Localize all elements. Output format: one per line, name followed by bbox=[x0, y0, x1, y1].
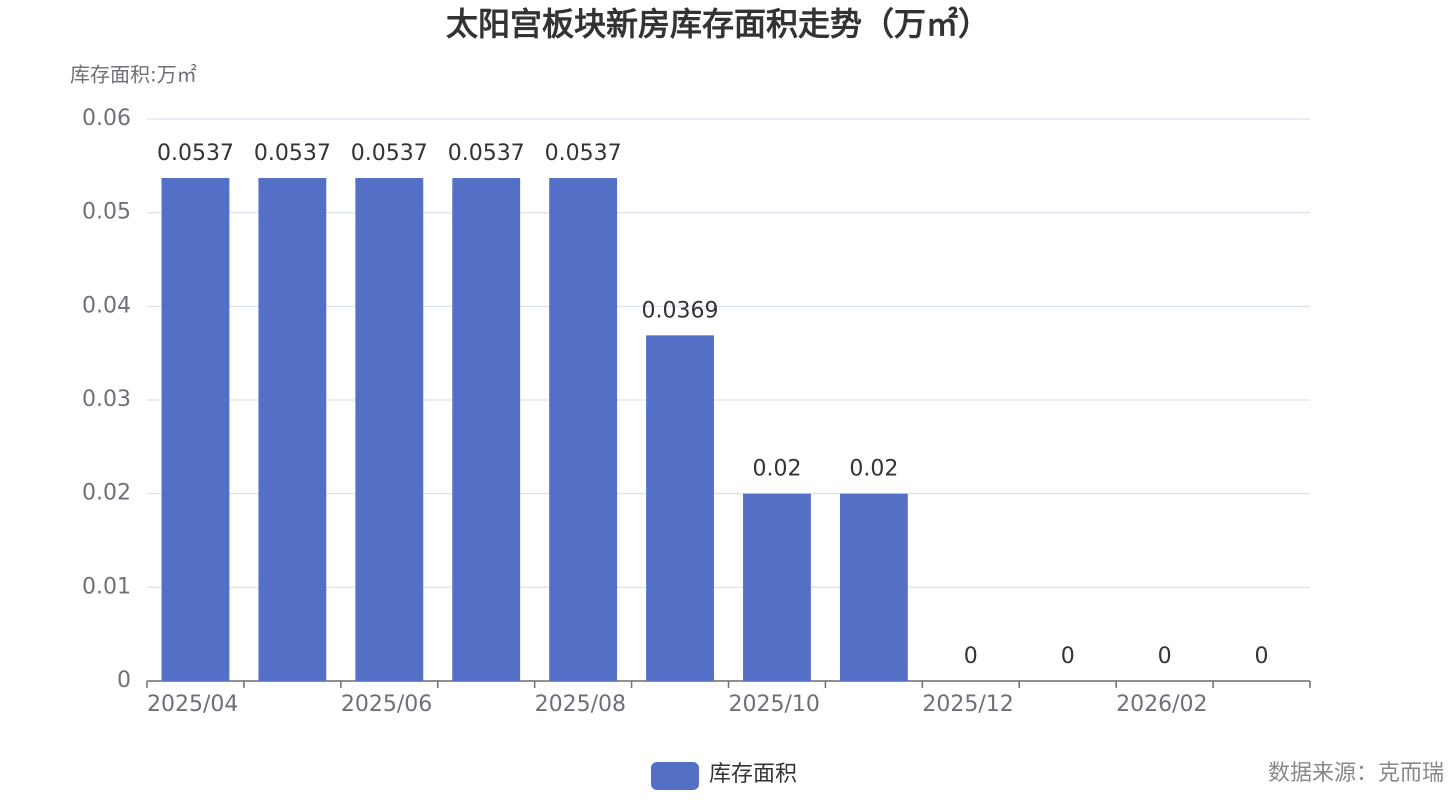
y-tick-label: 0.06 bbox=[82, 106, 131, 131]
bar bbox=[355, 178, 424, 681]
value-label: 0.0537 bbox=[351, 141, 428, 166]
bar bbox=[743, 493, 811, 681]
value-label: 0.0537 bbox=[545, 141, 622, 166]
y-tick-label: 0.03 bbox=[82, 387, 131, 412]
x-tick-label: 2025/10 bbox=[729, 692, 820, 717]
x-tick-label: 2025/06 bbox=[341, 692, 432, 717]
value-label: 0 bbox=[1158, 644, 1172, 669]
y-tick-label: 0.04 bbox=[82, 293, 131, 318]
bar bbox=[839, 493, 908, 681]
y-tick-label: 0.02 bbox=[82, 481, 131, 506]
bar bbox=[258, 178, 327, 681]
value-label: 0.0537 bbox=[157, 141, 234, 166]
value-label: 0.0537 bbox=[448, 141, 525, 166]
value-label: 0 bbox=[1061, 644, 1075, 669]
value-label: 0 bbox=[964, 644, 978, 669]
source: 数据来源：克而瑞 bbox=[1268, 761, 1444, 786]
x-tick-label: 2025/08 bbox=[535, 692, 626, 717]
bar bbox=[161, 178, 230, 681]
y-tick-label: 0.01 bbox=[82, 574, 131, 599]
x-tick-label: 2026/02 bbox=[1116, 692, 1207, 717]
value-label: 0 bbox=[1255, 644, 1269, 669]
y-axis-label: 库存面积:万㎡ bbox=[70, 63, 197, 87]
x-tick-label: 2025/12 bbox=[922, 692, 1013, 717]
value-label: 0.02 bbox=[752, 457, 801, 482]
y-tick-label: 0.05 bbox=[82, 200, 131, 225]
legend-swatch bbox=[651, 762, 699, 790]
x-tick-label: 2025/04 bbox=[147, 692, 238, 717]
bar bbox=[646, 335, 714, 681]
chart-title: 太阳宫板块新房库存面积走势（万㎡） bbox=[446, 5, 990, 43]
y-tick-label: 0 bbox=[117, 668, 131, 693]
bar bbox=[452, 178, 521, 681]
bar bbox=[549, 178, 618, 681]
legend-label: 库存面积 bbox=[709, 762, 797, 787]
value-label: 0.0369 bbox=[642, 298, 719, 323]
value-label: 0.0537 bbox=[254, 141, 331, 166]
value-label: 0.02 bbox=[849, 457, 898, 482]
